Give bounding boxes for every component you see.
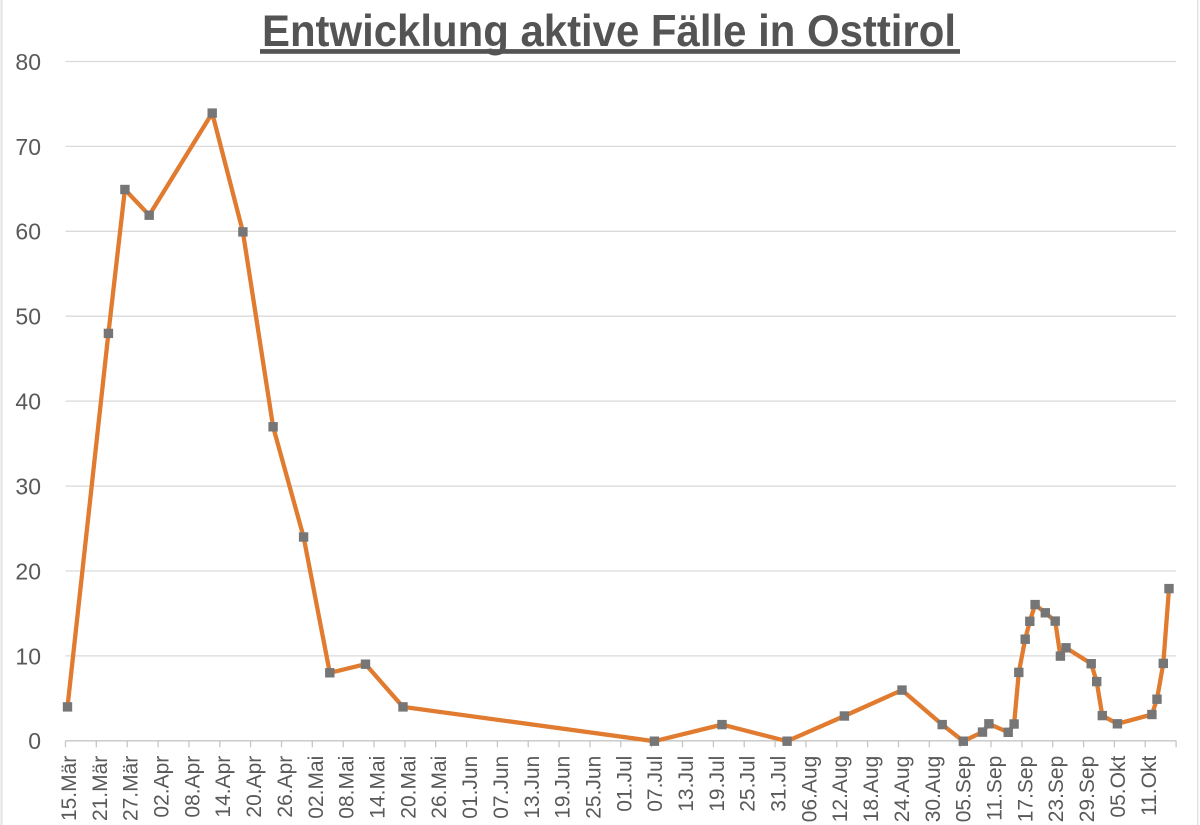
svg-text:20.Apr: 20.Apr bbox=[243, 756, 266, 818]
svg-text:30.Aug: 30.Aug bbox=[922, 756, 945, 823]
svg-text:26.Mai: 26.Mai bbox=[428, 756, 451, 819]
svg-text:0: 0 bbox=[28, 728, 41, 754]
svg-text:20.Mai: 20.Mai bbox=[397, 756, 420, 819]
svg-text:60: 60 bbox=[15, 219, 41, 245]
svg-text:01.Jun: 01.Jun bbox=[459, 756, 482, 819]
svg-text:17.Sep: 17.Sep bbox=[1014, 756, 1037, 823]
svg-text:15.Mär: 15.Mär bbox=[58, 756, 81, 821]
svg-text:Entwicklung aktive Fälle in Os: Entwicklung aktive Fälle in Osttirol bbox=[262, 7, 956, 56]
svg-text:11.Okt: 11.Okt bbox=[1138, 756, 1161, 816]
svg-text:14.Apr: 14.Apr bbox=[212, 756, 235, 818]
svg-text:02.Apr: 02.Apr bbox=[151, 756, 174, 818]
svg-text:23.Sep: 23.Sep bbox=[1045, 756, 1068, 823]
svg-text:08.Mai: 08.Mai bbox=[336, 756, 359, 819]
svg-text:50: 50 bbox=[15, 304, 41, 330]
svg-text:27.Mär: 27.Mär bbox=[120, 756, 143, 821]
svg-text:19.Jul: 19.Jul bbox=[706, 756, 729, 812]
svg-text:31.Jul: 31.Jul bbox=[768, 756, 791, 812]
svg-text:29.Sep: 29.Sep bbox=[1076, 756, 1099, 823]
svg-text:02.Mai: 02.Mai bbox=[305, 756, 328, 819]
svg-text:01.Jul: 01.Jul bbox=[613, 756, 636, 812]
svg-text:40: 40 bbox=[15, 389, 41, 415]
svg-text:07.Jul: 07.Jul bbox=[644, 756, 667, 812]
svg-text:20: 20 bbox=[15, 558, 41, 584]
svg-text:05.Sep: 05.Sep bbox=[953, 756, 976, 823]
svg-text:13.Jun: 13.Jun bbox=[521, 756, 544, 819]
svg-text:05.Okt: 05.Okt bbox=[1107, 756, 1130, 818]
svg-text:13.Jul: 13.Jul bbox=[675, 756, 698, 812]
svg-text:08.Apr: 08.Apr bbox=[181, 756, 204, 818]
svg-text:12.Aug: 12.Aug bbox=[829, 756, 852, 823]
svg-text:10: 10 bbox=[15, 643, 41, 669]
svg-text:24.Aug: 24.Aug bbox=[891, 756, 914, 823]
svg-text:70: 70 bbox=[15, 134, 41, 160]
svg-text:19.Jun: 19.Jun bbox=[552, 756, 575, 819]
svg-text:07.Jun: 07.Jun bbox=[490, 756, 513, 819]
svg-text:80: 80 bbox=[15, 49, 41, 75]
svg-text:30: 30 bbox=[15, 474, 41, 500]
svg-text:14.Mai: 14.Mai bbox=[367, 756, 390, 819]
svg-text:25.Jul: 25.Jul bbox=[737, 756, 760, 812]
svg-text:18.Aug: 18.Aug bbox=[860, 756, 883, 823]
svg-text:06.Aug: 06.Aug bbox=[798, 756, 821, 823]
svg-text:21.Mär: 21.Mär bbox=[89, 756, 112, 821]
svg-text:11.Sep: 11.Sep bbox=[984, 756, 1007, 821]
svg-text:25.Jun: 25.Jun bbox=[583, 756, 606, 819]
svg-text:26.Apr: 26.Apr bbox=[274, 756, 297, 818]
